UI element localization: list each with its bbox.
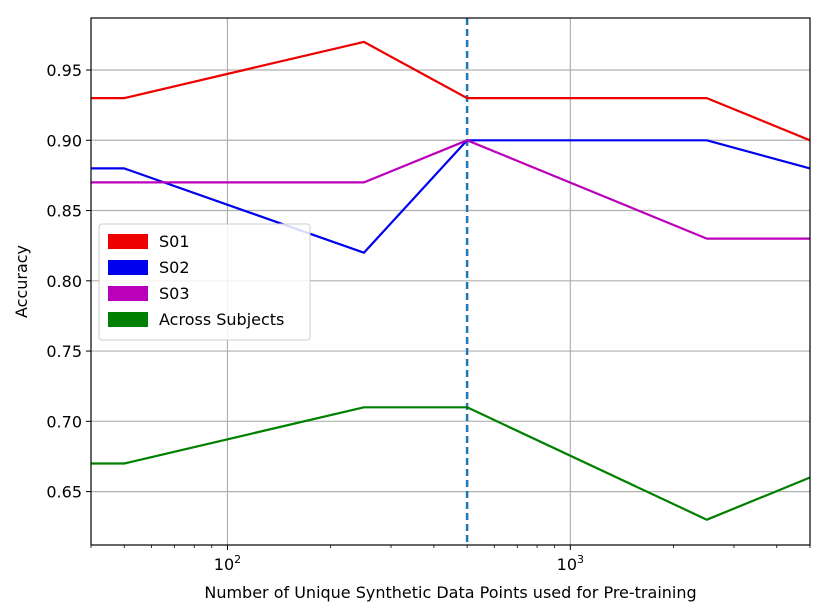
legend-swatch-3 — [108, 286, 148, 301]
legend-swatch-1 — [108, 234, 148, 249]
y-tick-label: 0.85 — [46, 202, 82, 221]
legend: S01 S02 S03 Across Subjects — [98, 223, 311, 341]
y-tick-label: 0.65 — [46, 483, 82, 502]
series-line-3 — [91, 139, 810, 240]
legend-label-3: S03 — [159, 284, 190, 303]
y-tick-label: 0.70 — [46, 412, 82, 431]
series-line-4 — [91, 406, 811, 521]
y-tick-label: 0.90 — [46, 131, 82, 150]
y-tick-label: 0.95 — [46, 61, 82, 80]
x-tick-label: 103 — [557, 553, 584, 574]
y-axis-label: Accuracy — [12, 245, 31, 318]
series-layer — [91, 40, 811, 521]
legend-label-4: Across Subjects — [159, 310, 284, 329]
legend-label-1: S01 — [159, 232, 190, 251]
y-tick-label: 0.80 — [46, 272, 82, 291]
plot-frame — [90, 17, 811, 546]
legend-swatch-4 — [108, 312, 148, 327]
legend-swatch-2 — [108, 260, 148, 275]
legend-box — [98, 223, 311, 341]
y-tick-label: 0.75 — [46, 342, 82, 361]
x-axis-label: Number of Unique Synthetic Data Points u… — [204, 583, 696, 602]
x-tick-label: 102 — [214, 553, 241, 574]
ticks-layer: 0.65 0.70 0.75 0.80 0.85 0.90 0.95 102 103 — [46, 61, 811, 574]
legend-label-2: S02 — [159, 258, 190, 277]
series-line-2 — [91, 139, 811, 254]
series-line-1 — [91, 40, 811, 142]
